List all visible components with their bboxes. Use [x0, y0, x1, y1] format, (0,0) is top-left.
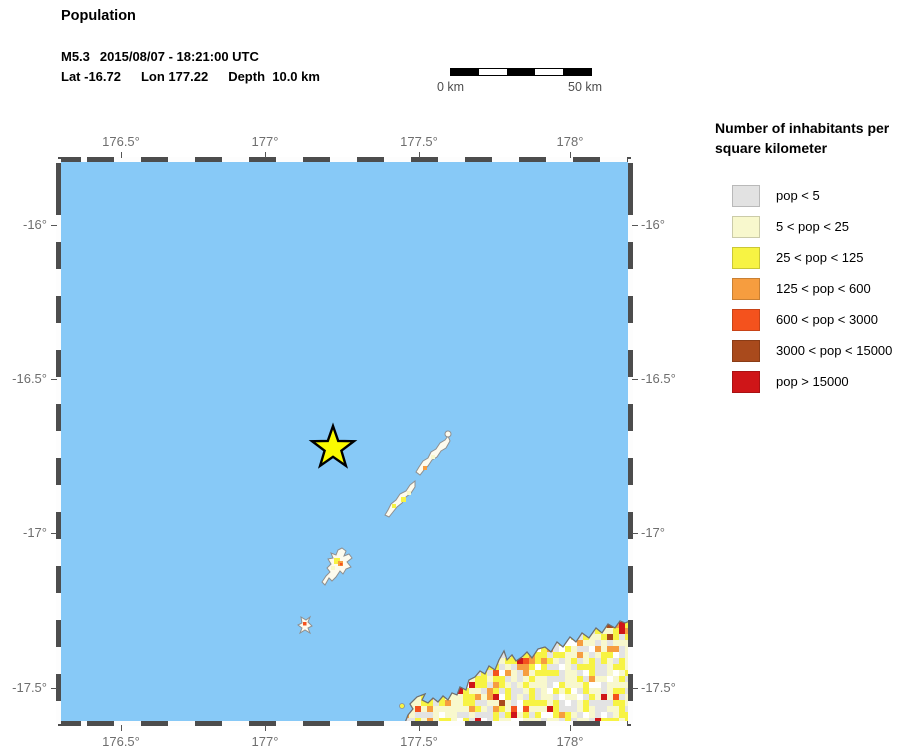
lon-label-top: 176.5° — [102, 134, 140, 149]
scale-bar-start-label: 0 km — [437, 80, 465, 94]
legend-title: Number of inhabitants per square kilomet… — [715, 120, 890, 157]
event-latitude: Lat -16.72 — [61, 69, 121, 84]
population-cell — [331, 566, 335, 570]
lat-label-right: -17.5° — [641, 680, 676, 695]
map-frame-top — [58, 157, 631, 162]
lat-label-left: -17.5° — [12, 680, 47, 695]
lon-label-bottom: 177° — [251, 734, 279, 749]
coastal-islet — [399, 703, 405, 709]
legend-item-label: pop > 15000 — [776, 374, 849, 390]
population-cell — [431, 455, 435, 459]
event-datetime: 2015/08/07 - 18:21:00 UTC — [99, 49, 259, 64]
population-density-cells — [405, 621, 630, 723]
legend-swatch — [732, 184, 760, 207]
legend-items: pop < 5 5 < pop < 25 25 < pop < 125 125 … — [715, 184, 907, 393]
map-frame-bottom — [58, 721, 631, 726]
lon-label-bottom: 176.5° — [102, 734, 140, 749]
legend-item: 600 < pop < 3000 — [715, 308, 907, 331]
population-cell — [423, 466, 427, 470]
legend-item-label: 3000 < pop < 15000 — [776, 343, 893, 359]
coastline — [404, 620, 630, 723]
scale-bar-segment — [507, 69, 535, 75]
lon-tick — [120, 725, 122, 731]
lat-tick — [51, 225, 57, 226]
island-waya — [321, 547, 353, 586]
legend-item-label: 600 < pop < 3000 — [776, 312, 878, 328]
lon-tick — [418, 152, 420, 158]
lat-tick — [632, 688, 638, 689]
legend-item-label: 125 < pop < 600 — [776, 281, 871, 297]
lat-tick — [632, 533, 638, 534]
population-cell — [392, 504, 396, 508]
map-canvas: 176.5° 177° 177.5° 178° 176.5° 177° 177.… — [12, 134, 676, 749]
legend-swatch — [732, 277, 760, 300]
lon-label-bottom: 177.5° — [400, 734, 438, 749]
lon-tick — [264, 725, 266, 731]
lat-tick — [51, 533, 57, 534]
lon-label-top: 177° — [251, 134, 279, 149]
population-cell — [407, 491, 411, 495]
legend-item: 3000 < pop < 15000 — [715, 339, 907, 362]
event-summary-line: M5.3 2015/08/07 - 18:21:00 UTC — [61, 49, 259, 64]
event-depth: Depth 10.0 km — [228, 69, 320, 84]
legend-item-label: 25 < pop < 125 — [776, 250, 864, 266]
lon-label-top: 177.5° — [400, 134, 438, 149]
legend-item-label: pop < 5 — [776, 188, 820, 204]
legend-swatch — [732, 308, 760, 331]
lat-label-right: -17° — [641, 525, 665, 540]
event-magnitude: M5.3 — [61, 49, 90, 64]
lon-label-bottom: 178° — [556, 734, 584, 749]
page-title: Population — [61, 8, 136, 24]
legend-swatch — [732, 339, 760, 362]
lon-tick — [264, 152, 266, 158]
population-cell — [340, 563, 343, 566]
legend-item: 25 < pop < 125 — [715, 246, 907, 269]
lat-label-left: -17° — [23, 525, 47, 540]
legend-swatch — [732, 246, 760, 269]
lat-tick — [632, 379, 638, 380]
population-cell — [334, 558, 340, 564]
lon-label-top: 178° — [556, 134, 584, 149]
scale-bar-segment — [479, 69, 507, 75]
lat-label-left: -16° — [23, 217, 47, 232]
lon-tick — [120, 152, 122, 158]
scale-bar-segment — [563, 69, 591, 75]
legend-item-label: 5 < pop < 25 — [776, 219, 850, 235]
legend-swatch — [732, 215, 760, 238]
map-frame-right — [628, 159, 633, 724]
event-location-line: Lat -16.72 Lon 177.22 Depth 10.0 km — [61, 69, 320, 84]
legend: Number of inhabitants per square kilomet… — [715, 118, 907, 402]
map-frame-left — [56, 159, 61, 724]
lon-tick — [569, 152, 571, 158]
scale-bar — [450, 68, 592, 76]
lat-label-left: -16.5° — [12, 371, 47, 386]
lon-tick — [418, 725, 420, 731]
lat-label-right: -16.5° — [641, 371, 676, 386]
scale-bar-segment — [451, 69, 479, 75]
scale-bar-segment — [535, 69, 563, 75]
island-yasawa-lower — [384, 479, 416, 518]
map-artwork — [297, 422, 630, 723]
legend-item: pop > 15000 — [715, 370, 907, 393]
lat-label-right: -16° — [641, 217, 665, 232]
lat-tick — [51, 688, 57, 689]
island-yasawa-head — [444, 430, 452, 438]
lat-tick — [632, 225, 638, 226]
lon-tick — [569, 725, 571, 731]
epicenter-star-icon — [308, 422, 358, 469]
event-longitude: Lon 177.22 — [140, 69, 209, 84]
scale-bar-end-label: 50 km — [568, 80, 603, 94]
legend-item: 5 < pop < 25 — [715, 215, 907, 238]
legend-swatch — [732, 370, 760, 393]
legend-item: pop < 5 — [715, 184, 907, 207]
lat-tick — [51, 379, 57, 380]
population-cell — [303, 622, 307, 626]
legend-item: 125 < pop < 600 — [715, 277, 907, 300]
population-cell — [401, 497, 406, 502]
